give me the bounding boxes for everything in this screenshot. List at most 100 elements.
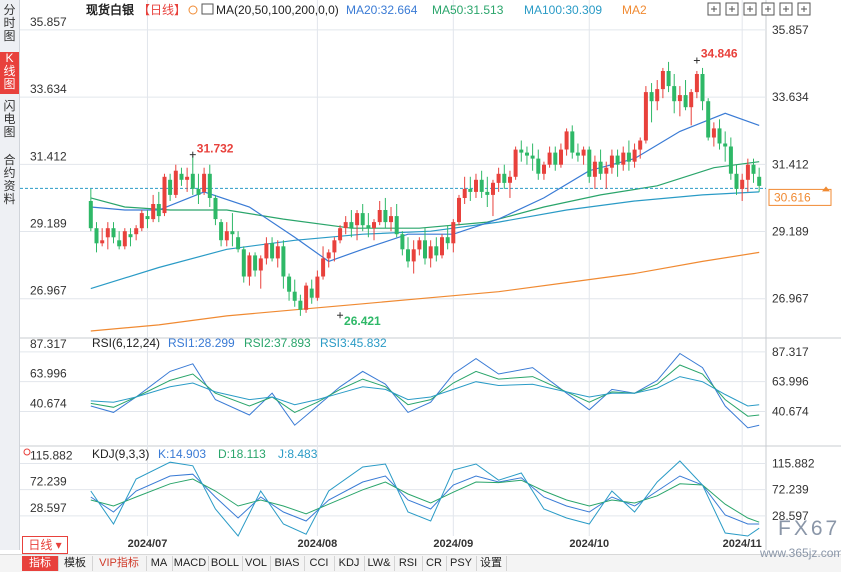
candle [230, 213, 235, 247]
candle [536, 149, 541, 180]
kdj-tick-label: 72.239 [772, 483, 809, 497]
y-axis: 35.857 35.857 33.634 33.634 31.412 31.412 29.1… [30, 15, 832, 523]
candle-body [734, 173, 739, 189]
candle-body [230, 231, 235, 235]
candle-body [105, 228, 110, 238]
ma-toggle-icon [201, 3, 214, 15]
indicator-tab[interactable]: LW& [364, 556, 395, 571]
candle [417, 237, 422, 256]
settings-icon [188, 5, 198, 15]
candle-body [530, 155, 535, 159]
candle [190, 155, 195, 195]
candle [213, 194, 218, 226]
tab-tick[interactable]: 闪电图 [3, 99, 16, 139]
candle [649, 83, 654, 123]
candle [655, 80, 660, 111]
kdj-label: KDJ(9,3,3) [92, 447, 149, 461]
candle [745, 158, 750, 192]
candle-body [621, 152, 626, 165]
candle [700, 67, 705, 111]
candle-body [496, 173, 501, 183]
tab-contract-info[interactable]: 合约资料 [3, 153, 16, 206]
candle [162, 173, 167, 217]
y-tick-label: 35.857 [772, 23, 809, 37]
zoom-in-icon-glyph [711, 6, 717, 12]
indicator-tab[interactable]: VIP指标 [92, 556, 147, 571]
candle [734, 164, 739, 195]
period-selector[interactable]: 日线 ▾ [22, 536, 68, 554]
kdj-tick-label: 115.882 [772, 456, 815, 470]
indicator-tab[interactable]: MACD [172, 556, 209, 571]
rsi-tick-label: 63.996 [772, 375, 809, 389]
candle-body [411, 249, 416, 262]
chart-area[interactable]: 31.732 34.846 26.421 35.857 35.857 33.634 33.… [20, 0, 841, 554]
high-label: 31.732 [197, 142, 234, 156]
candle [428, 240, 433, 268]
instrument-title: 现货白银 [86, 2, 135, 17]
indicator-tab[interactable]: RSI [394, 556, 423, 571]
peak-label: 34.846 [701, 46, 738, 60]
candle [394, 203, 399, 238]
candle [689, 89, 694, 126]
y-tick-label: 31.412 [772, 157, 809, 171]
candle-body [751, 164, 756, 174]
indicator-tab[interactable]: 模板 [58, 556, 93, 571]
candle-body [728, 146, 733, 174]
candle-body [428, 246, 433, 259]
candle-body [626, 152, 631, 162]
ma-value: MA100:30.309 [524, 3, 602, 17]
grid-icon-glyph [801, 6, 807, 12]
candle-body [179, 173, 184, 180]
x-tick-label: 2024/07 [128, 538, 168, 550]
indicator-tab[interactable]: PSY [446, 556, 477, 571]
ma-value: MA2 [622, 3, 647, 17]
rsi-label: RSI(6,12,24) [92, 336, 160, 350]
tab-kline[interactable]: K线图 [0, 52, 19, 94]
indicator-tab[interactable]: 指标 [22, 556, 59, 571]
grid-lines [20, 0, 841, 550]
candle-body [139, 213, 144, 229]
candle [389, 207, 393, 232]
rsi-tick-label-left: 40.674 [30, 397, 67, 411]
candle [587, 146, 592, 183]
rsi-tick-label-left: 63.996 [30, 367, 67, 381]
candle [706, 98, 711, 141]
candle [270, 237, 275, 262]
indicator-tab[interactable]: CR [422, 556, 447, 571]
candle-body [655, 89, 660, 102]
indicator-tab[interactable]: BOLL [208, 556, 243, 571]
candle [553, 146, 558, 171]
candle-body [491, 182, 495, 195]
tab-timeshare[interactable]: 分时图 [3, 3, 16, 43]
candle [598, 149, 603, 180]
candle-body [309, 288, 314, 298]
indicator-tab[interactable]: 设置 [476, 556, 507, 571]
indicator-tab[interactable]: CCI [304, 556, 335, 571]
candle [530, 143, 535, 171]
indicator-tab[interactable]: MA [146, 556, 173, 571]
indicator-tab[interactable]: KDJ [334, 556, 365, 571]
watermark-brand: FX678 [778, 517, 841, 540]
kdj-tick-label: 28.597 [772, 509, 809, 523]
ma-label: MA(20,50,100,200,0,0) [216, 3, 339, 17]
indicator-tab[interactable]: VOL [242, 556, 271, 571]
candle [643, 86, 648, 144]
candle [326, 249, 331, 268]
x-tick-label: 2024/08 [298, 538, 338, 550]
candle-body [643, 92, 648, 141]
candle-body [253, 255, 258, 271]
candle-body [332, 240, 337, 253]
candle [156, 191, 161, 223]
candle [105, 222, 110, 250]
last-price-label: 30.616 [774, 190, 811, 204]
candle-body [559, 149, 563, 165]
candle-body [542, 164, 546, 174]
candle-body [457, 197, 461, 223]
indicator-tab[interactable]: BIAS [270, 556, 305, 571]
candle [168, 173, 173, 201]
candle-body [700, 74, 705, 102]
candle-body [366, 225, 371, 229]
sun-icon [23, 448, 31, 456]
candle-body [258, 258, 263, 271]
y-tick-label: 29.189 [772, 225, 809, 239]
